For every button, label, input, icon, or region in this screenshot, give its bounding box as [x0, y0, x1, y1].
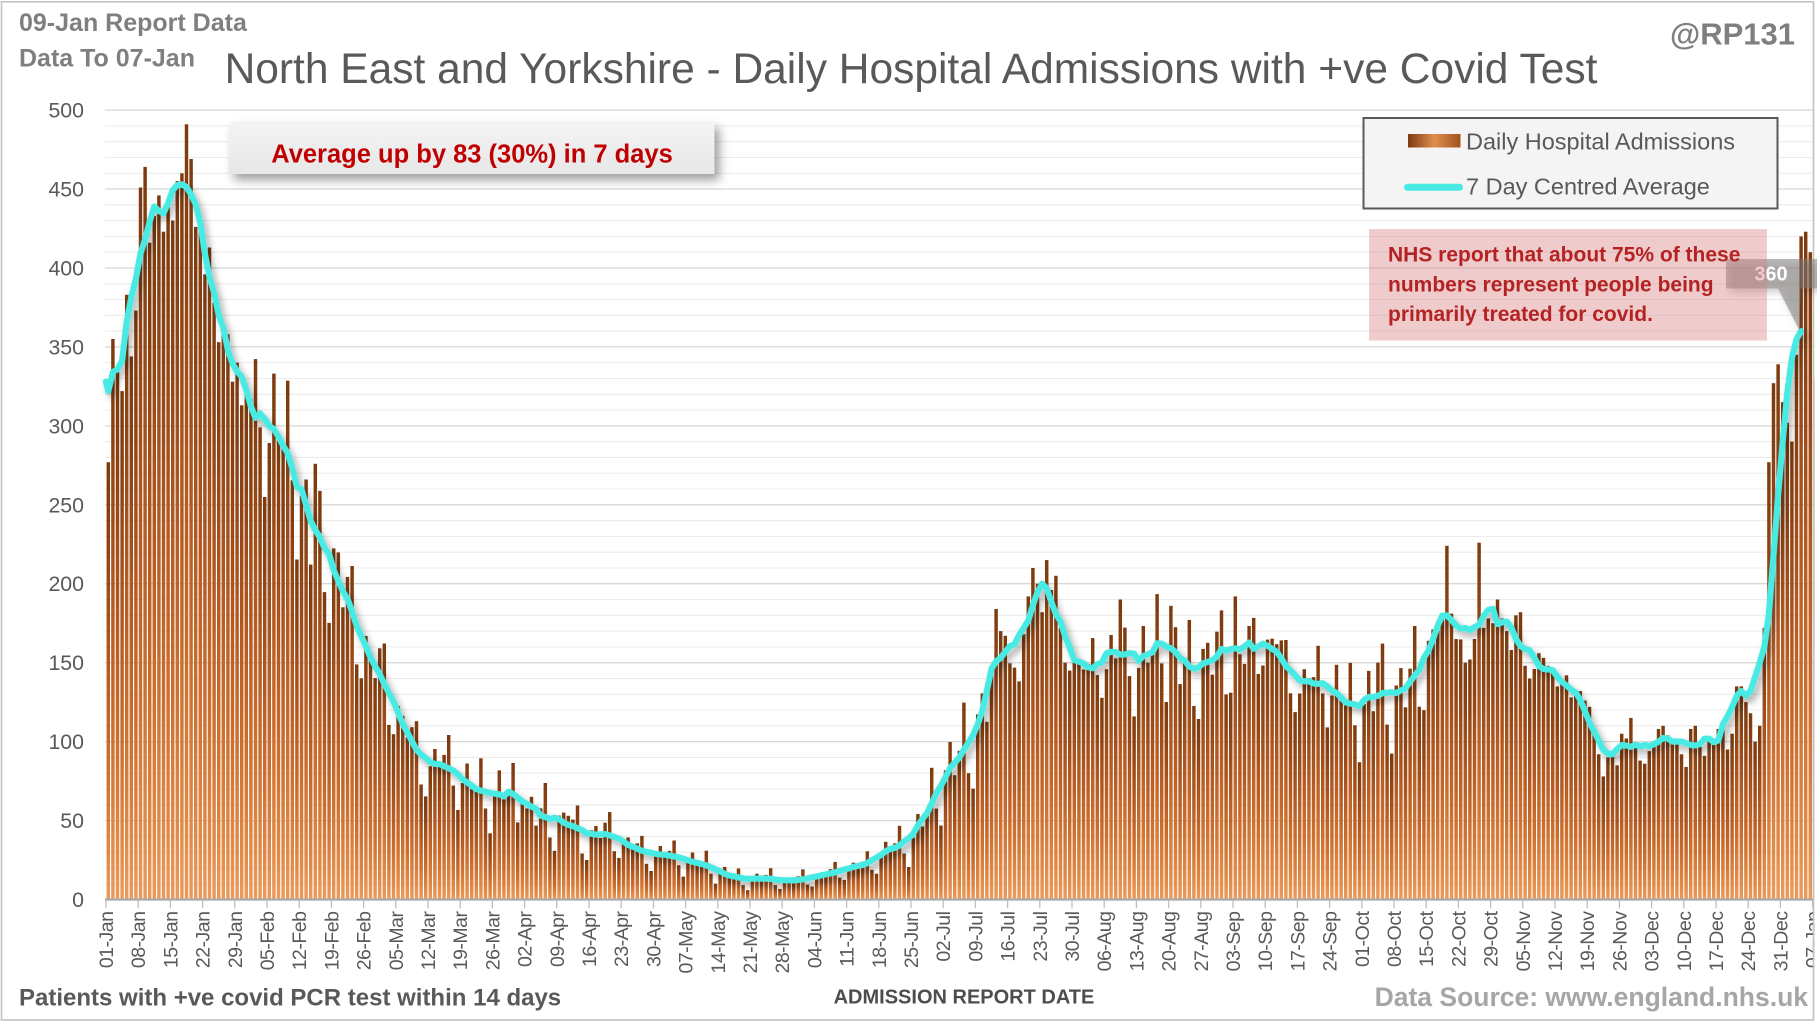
svg-text:23-Jul: 23-Jul	[1030, 911, 1052, 961]
svg-text:06-Aug: 06-Aug	[1094, 912, 1116, 972]
svg-text:02-Apr: 02-Apr	[515, 910, 537, 967]
svg-text:Daily Hospital Admissions: Daily Hospital Admissions	[1466, 129, 1735, 155]
svg-text:350: 350	[48, 335, 84, 359]
svg-text:0: 0	[72, 888, 84, 912]
svg-text:09-Jan Report Data: 09-Jan Report Data	[19, 9, 248, 37]
svg-text:03-Sep: 03-Sep	[1223, 911, 1245, 972]
svg-text:01-Jan: 01-Jan	[96, 912, 118, 969]
svg-text:150: 150	[48, 651, 84, 675]
svg-text:05-Nov: 05-Nov	[1513, 911, 1535, 972]
svg-text:05-Mar: 05-Mar	[386, 911, 408, 971]
svg-text:18-Jun: 18-Jun	[869, 912, 891, 969]
svg-text:26-Nov: 26-Nov	[1609, 911, 1631, 972]
svg-text:20-Aug: 20-Aug	[1159, 912, 1181, 972]
svg-text:19-Mar: 19-Mar	[450, 911, 472, 971]
svg-text:09-Jul: 09-Jul	[965, 911, 987, 961]
svg-text:05-Feb: 05-Feb	[257, 911, 279, 970]
svg-text:08-Jan: 08-Jan	[128, 912, 150, 969]
svg-text:primarily treated for covid.: primarily treated for covid.	[1388, 303, 1653, 326]
svg-text:7 Day Centred Average: 7 Day Centred Average	[1466, 174, 1710, 200]
svg-text:09-Apr: 09-Apr	[547, 910, 569, 967]
svg-text:30-Jul: 30-Jul	[1062, 911, 1084, 961]
svg-text:26-Feb: 26-Feb	[354, 911, 376, 970]
svg-text:450: 450	[48, 178, 84, 202]
svg-text:22-Oct: 22-Oct	[1448, 910, 1470, 967]
svg-text:02-Jul: 02-Jul	[933, 911, 955, 961]
svg-text:North East and Yorkshire - Dai: North East and Yorkshire - Daily Hospita…	[225, 46, 1598, 93]
svg-text:17-Sep: 17-Sep	[1287, 911, 1309, 972]
svg-text:21-May: 21-May	[740, 911, 762, 974]
svg-text:03-Dec: 03-Dec	[1642, 911, 1664, 972]
svg-text:12-Feb: 12-Feb	[289, 911, 311, 970]
svg-text:10-Dec: 10-Dec	[1674, 911, 1696, 972]
svg-text:15-Jan: 15-Jan	[160, 912, 182, 969]
svg-text:@RP131: @RP131	[1670, 17, 1795, 52]
svg-text:100: 100	[48, 730, 84, 754]
svg-text:15-Oct: 15-Oct	[1416, 910, 1438, 967]
svg-text:11-Jun: 11-Jun	[837, 912, 859, 967]
svg-text:07-May: 07-May	[676, 911, 698, 974]
svg-text:500: 500	[48, 99, 84, 123]
svg-text:17-Dec: 17-Dec	[1706, 911, 1728, 972]
svg-text:360: 360	[1754, 264, 1787, 286]
svg-text:400: 400	[48, 257, 84, 281]
svg-text:13-Aug: 13-Aug	[1126, 912, 1148, 972]
svg-text:19-Nov: 19-Nov	[1577, 911, 1599, 972]
svg-text:300: 300	[48, 414, 84, 438]
svg-text:24-Dec: 24-Dec	[1738, 911, 1760, 972]
svg-text:19-Feb: 19-Feb	[321, 911, 343, 970]
svg-text:22-Jan: 22-Jan	[193, 912, 215, 969]
svg-text:16-Jul: 16-Jul	[998, 911, 1020, 961]
svg-text:NHS report that about 75% of t: NHS report that about 75% of these	[1388, 244, 1740, 267]
svg-text:Data To 07-Jan: Data To 07-Jan	[19, 45, 195, 73]
svg-text:27-Aug: 27-Aug	[1191, 912, 1213, 972]
svg-text:04-Jun: 04-Jun	[804, 912, 826, 969]
svg-text:14-May: 14-May	[708, 911, 730, 974]
svg-text:26-Mar: 26-Mar	[482, 911, 504, 971]
svg-text:29-Jan: 29-Jan	[225, 912, 247, 969]
svg-text:01-Oct: 01-Oct	[1352, 910, 1374, 967]
svg-text:10-Sep: 10-Sep	[1255, 911, 1277, 972]
svg-text:ADMISSION REPORT DATE: ADMISSION REPORT DATE	[834, 987, 1095, 1009]
svg-text:Patients with +ve covid PCR te: Patients with +ve covid PCR test within …	[19, 985, 561, 1012]
svg-text:250: 250	[48, 493, 84, 517]
svg-text:16-Apr: 16-Apr	[579, 910, 601, 967]
svg-text:31-Dec: 31-Dec	[1770, 911, 1792, 972]
svg-text:numbers represent people being: numbers represent people being	[1388, 273, 1714, 296]
svg-text:50: 50	[60, 809, 84, 833]
svg-text:25-Jun: 25-Jun	[901, 912, 923, 969]
svg-text:Average up by 83 (30%) in 7 da: Average up by 83 (30%) in 7 days	[271, 141, 673, 169]
svg-text:30-Apr: 30-Apr	[643, 910, 665, 967]
svg-text:24-Sep: 24-Sep	[1320, 911, 1342, 972]
svg-text:29-Oct: 29-Oct	[1481, 910, 1503, 967]
svg-text:200: 200	[48, 572, 84, 596]
svg-text:Data Source: www.england.nhs.u: Data Source: www.england.nhs.uk	[1375, 982, 1809, 1012]
svg-text:28-May: 28-May	[772, 911, 794, 974]
svg-text:08-Oct: 08-Oct	[1384, 910, 1406, 967]
svg-text:12-Mar: 12-Mar	[418, 911, 440, 971]
svg-text:12-Nov: 12-Nov	[1545, 911, 1567, 972]
svg-text:23-Apr: 23-Apr	[611, 910, 633, 967]
